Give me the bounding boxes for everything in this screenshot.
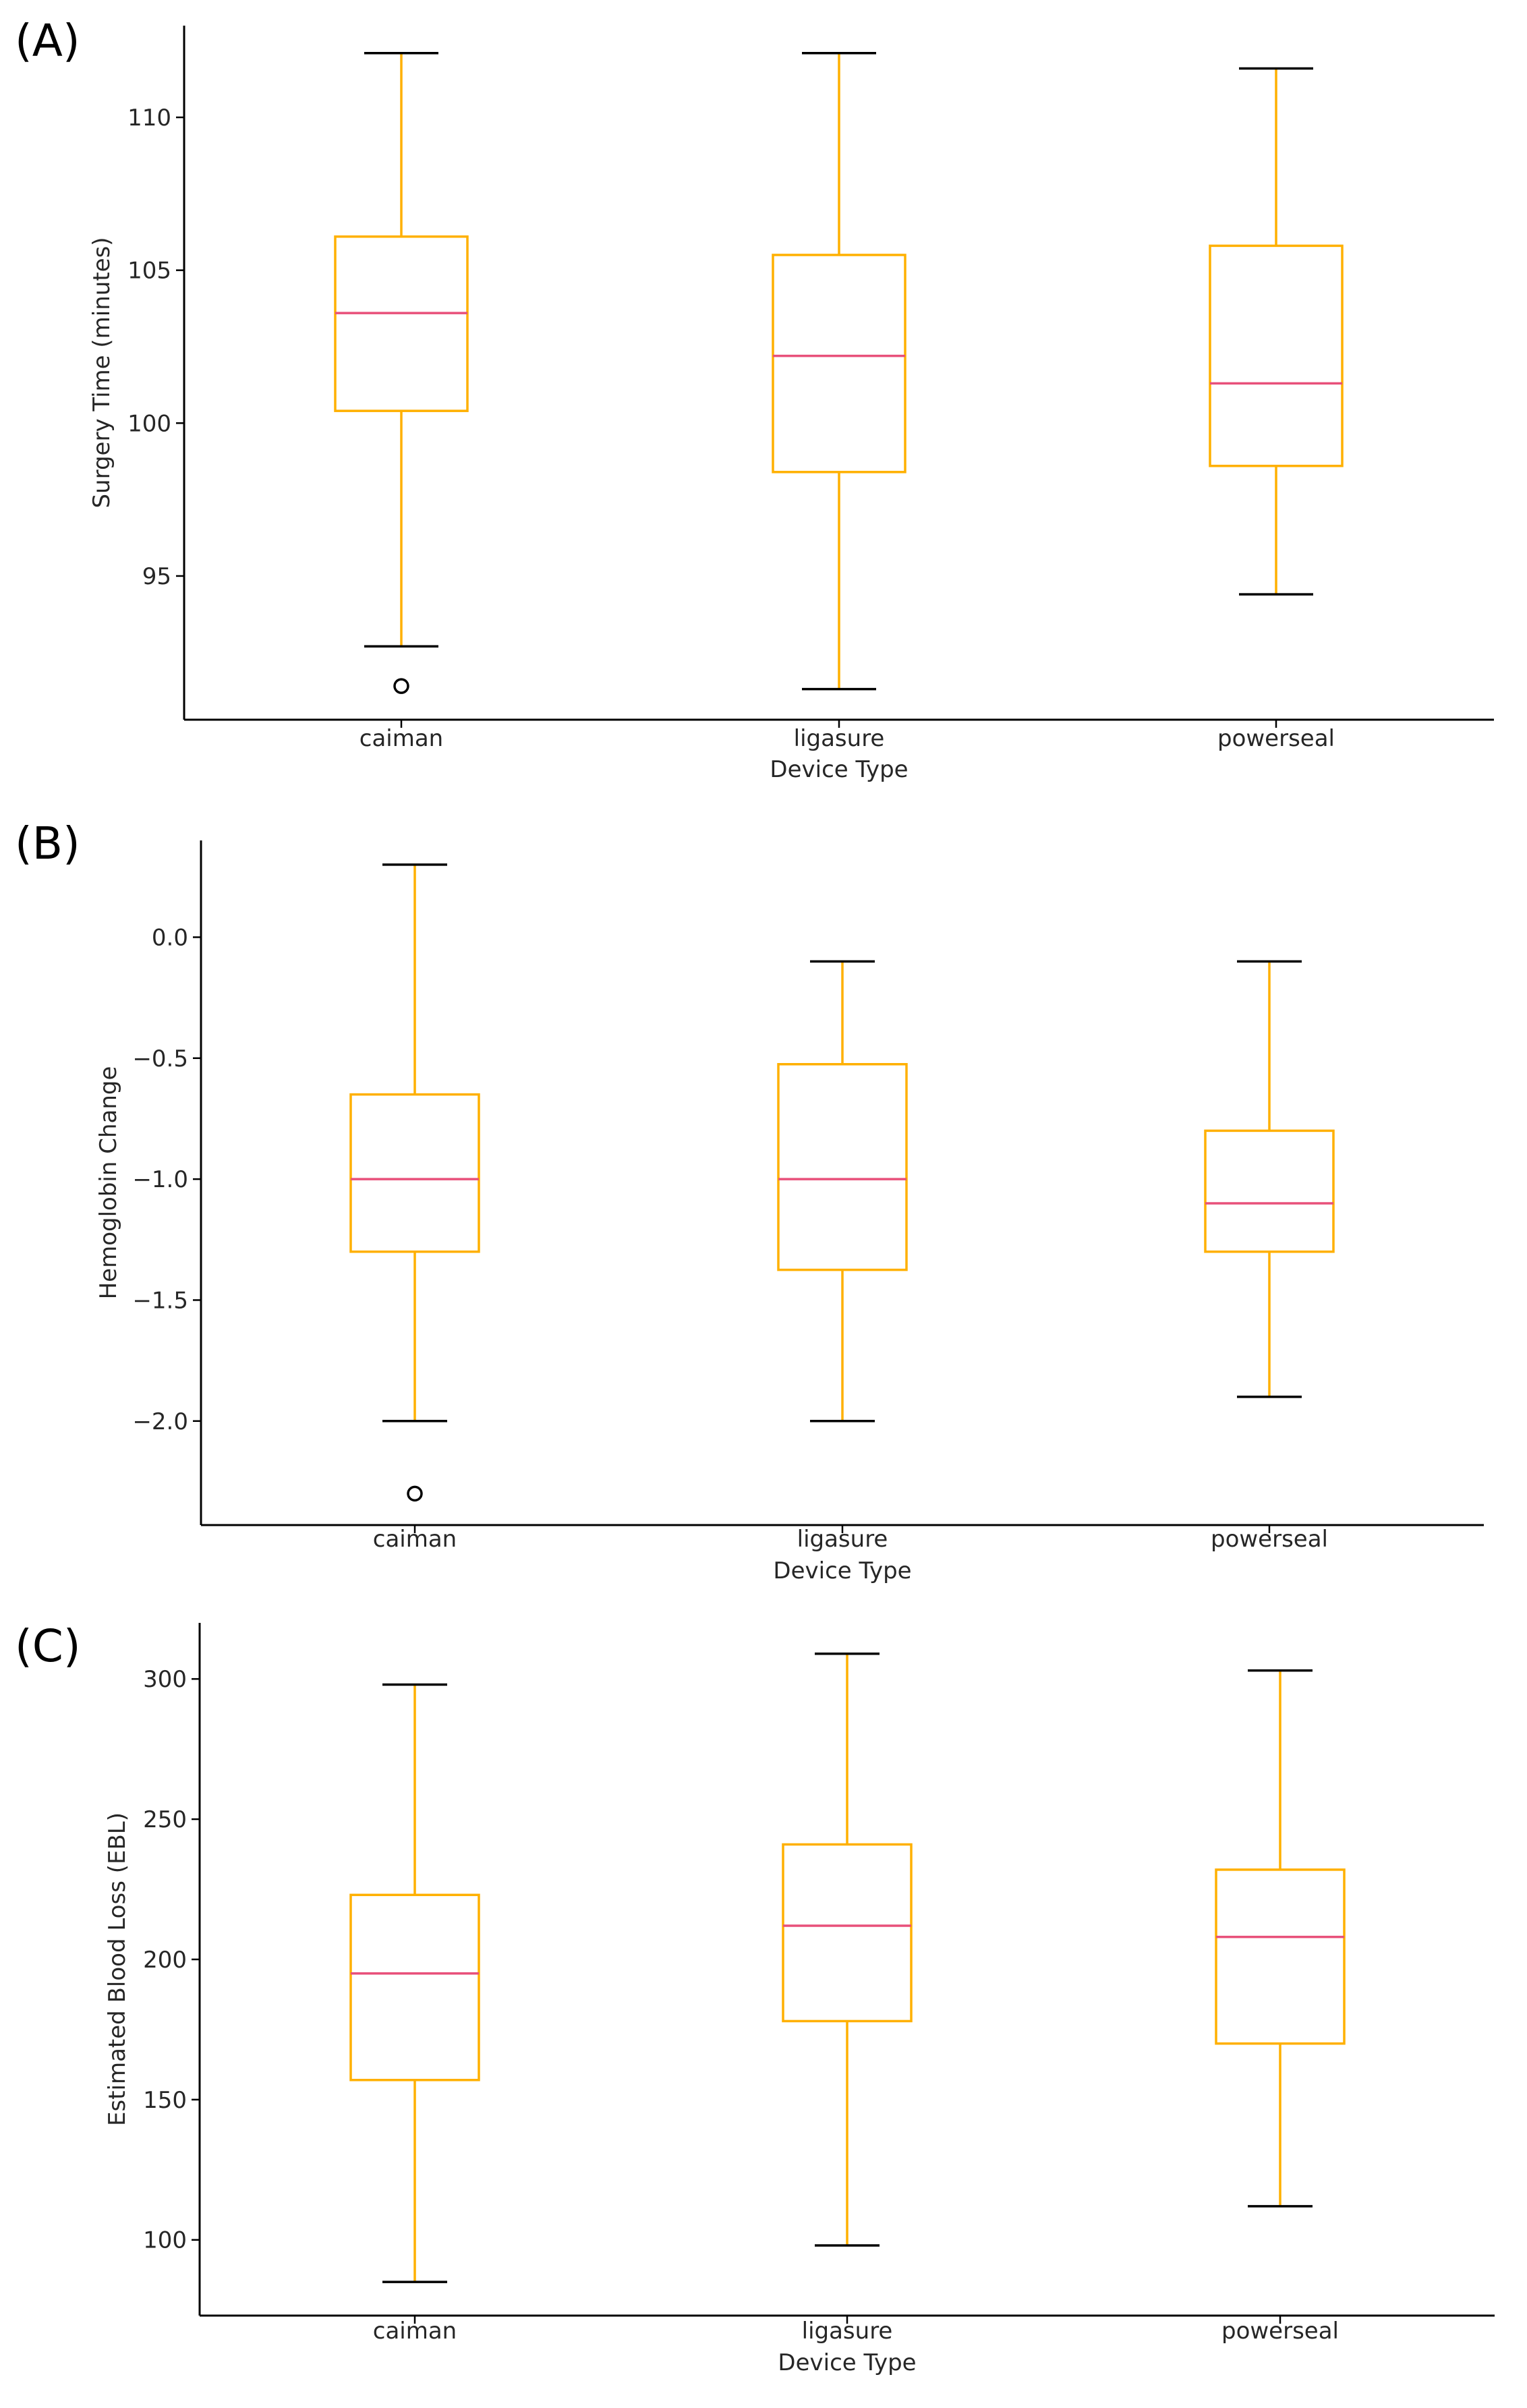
box-caiman (349, 1093, 480, 1253)
box-ligasure (777, 1063, 908, 1271)
x-tick-label: caiman (373, 1526, 457, 1553)
y-tick-label: 150 (143, 2087, 187, 2114)
y-tick-label: −0.5 (132, 1045, 188, 1072)
boxplot-chart-b: −2.0 −1.5 −1.0 −0.5 0.0 Hemoglobin Change caim… (95, 840, 1484, 1584)
box-powerseal (1209, 244, 1344, 467)
y-tick-label: 95 (142, 563, 171, 590)
x-tick-label: ligasure (802, 2318, 893, 2345)
panel-label: (B) (15, 818, 80, 869)
x-tick-label: ligasure (794, 725, 885, 752)
y-tick-label: 110 (127, 105, 171, 132)
y-tick-label: 105 (127, 258, 171, 285)
y-axis-label: Surgery Time (minutes) (88, 237, 115, 508)
panel-a: (A) 95 100 105 110 Surgery Time (minutes) cai… (0, 0, 1527, 803)
outlier-point (393, 678, 409, 694)
y-tick-label: −1.5 (132, 1287, 188, 1314)
x-tick-label: powerseal (1211, 1526, 1328, 1553)
panel-c: (C) 100 150 200 250 300 Estimated Blood Loss … (0, 1605, 1527, 2408)
outlier-point (407, 1485, 423, 1502)
y-axis-label: Estimated Blood Loss (EBL) (104, 1812, 131, 2126)
x-tick-label: caiman (373, 2318, 457, 2345)
x-tick-label: caiman (359, 725, 443, 752)
x-axis-label: Device Type (770, 756, 908, 783)
boxplot-chart-c: 100 150 200 250 300 Estimated Blood Loss (EBL… (104, 1623, 1495, 2376)
x-tick-label: powerseal (1217, 725, 1335, 752)
boxplot-chart-a: 95 100 105 110 Surgery Time (minutes) caiman l… (88, 26, 1494, 783)
y-tick-label: 250 (143, 1806, 187, 1833)
panel-label: (C) (15, 1620, 81, 1672)
box-powerseal (1204, 1129, 1335, 1253)
y-tick-label: 300 (143, 1666, 187, 1693)
y-axis-label: Hemoglobin Change (95, 1066, 122, 1300)
y-tick-label: 200 (143, 1947, 187, 1974)
panel-b: (B) −2.0 −1.5 −1.0 −0.5 0.0 Hemoglobin Change… (0, 803, 1527, 1605)
box-ligasure (772, 254, 906, 474)
box-caiman (334, 235, 469, 412)
box-powerseal (1215, 1868, 1346, 2045)
panel-label: (A) (15, 15, 80, 67)
y-tick-label: 100 (127, 410, 171, 437)
x-axis-label: Device Type (773, 1557, 911, 1584)
y-tick-label: 0.0 (152, 924, 188, 951)
x-tick-label: ligasure (797, 1526, 888, 1553)
box-ligasure (782, 1843, 913, 2023)
x-axis-label: Device Type (778, 2349, 916, 2376)
box-caiman (349, 1893, 480, 2082)
y-tick-label: −1.0 (132, 1166, 188, 1193)
x-tick-label: powerseal (1221, 2318, 1339, 2345)
y-tick-label: 100 (143, 2227, 187, 2254)
y-tick-label: −2.0 (132, 1408, 188, 1435)
